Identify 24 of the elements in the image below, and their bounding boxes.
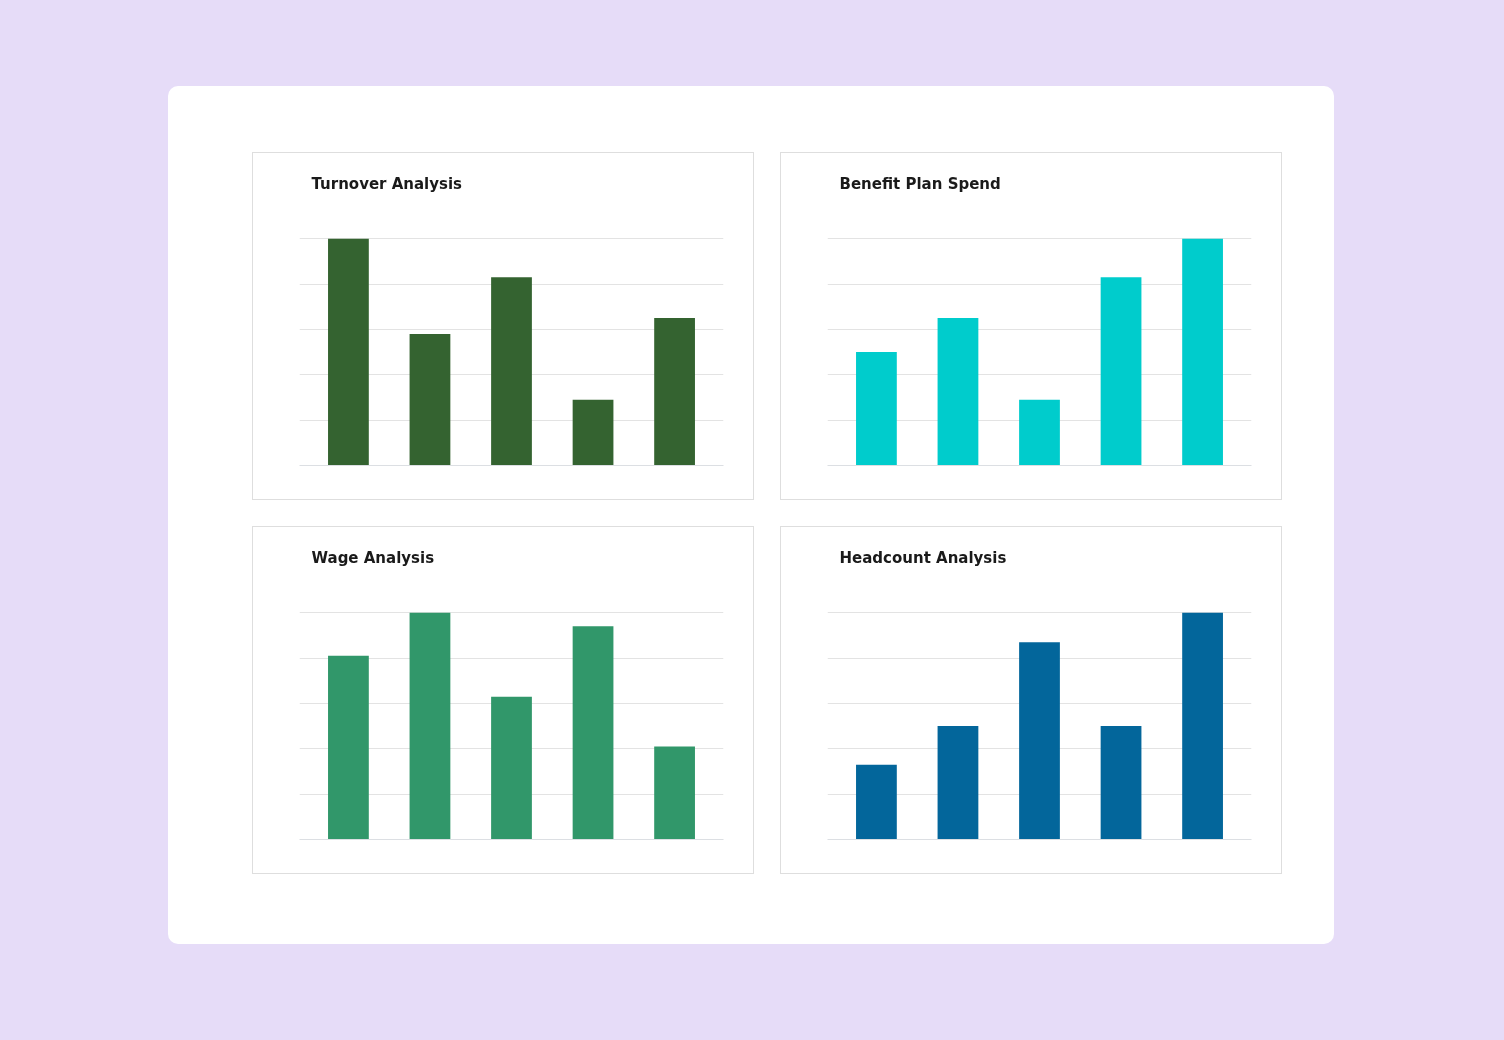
- bar: [328, 655, 369, 840]
- bar: [937, 318, 979, 466]
- bar: [572, 399, 614, 466]
- bar: [856, 352, 897, 466]
- chart-title: Wage Analysis: [311, 548, 435, 567]
- bar: [491, 277, 532, 466]
- bar: [654, 318, 695, 466]
- bar: [572, 626, 614, 840]
- chart-title: Benefit Plan Spend: [839, 174, 1001, 193]
- bar: [856, 764, 897, 840]
- bar: [1182, 238, 1223, 466]
- bar: [491, 696, 532, 840]
- bar: [1182, 612, 1223, 840]
- bar: [1100, 277, 1142, 466]
- bar: [937, 726, 979, 840]
- bar: [409, 612, 451, 840]
- bar: [1019, 399, 1060, 466]
- bar: [654, 746, 695, 840]
- bar: [1100, 726, 1142, 840]
- bar: [1019, 642, 1060, 840]
- bar: [328, 238, 369, 466]
- bar: [409, 333, 451, 466]
- chart-title: Turnover Analysis: [311, 174, 463, 193]
- chart-title: Headcount Analysis: [839, 548, 1007, 567]
